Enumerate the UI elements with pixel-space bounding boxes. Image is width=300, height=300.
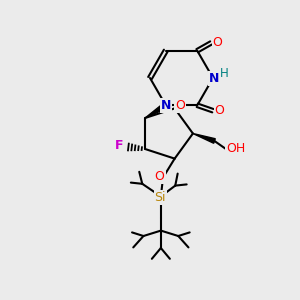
Polygon shape [145,103,167,118]
Text: O: O [155,169,165,182]
Text: O: O [214,104,224,117]
Text: H: H [220,67,229,80]
Polygon shape [193,134,215,143]
Text: F: F [115,139,124,152]
Text: N: N [160,99,171,112]
Text: O: O [175,100,185,112]
Text: OH: OH [226,142,245,155]
Text: O: O [213,36,223,50]
Text: N: N [209,71,220,85]
Text: Si: Si [154,191,166,204]
